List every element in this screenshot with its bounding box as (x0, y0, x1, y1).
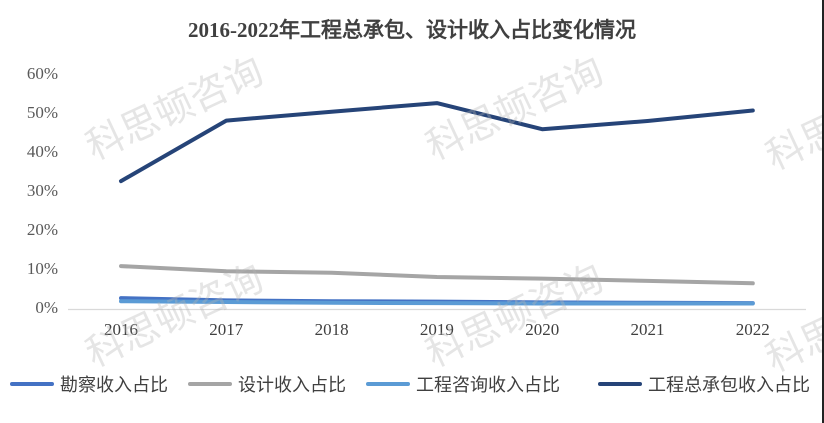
legend-swatch-icon (598, 382, 642, 386)
x-tick-label: 2016 (104, 320, 138, 339)
x-tick-label: 2017 (209, 320, 244, 339)
y-tick-label: 40% (26, 142, 58, 161)
y-tick-label: 50% (26, 103, 58, 122)
series-line-3 (119, 101, 755, 184)
legend-label: 设计收入占比 (238, 375, 346, 395)
series-line-2 (119, 299, 755, 306)
right-border (822, 0, 824, 423)
y-tick-label: 30% (26, 181, 58, 200)
legend-item: 工程咨询收入占比 (366, 372, 560, 396)
y-tick-label: 60% (26, 64, 58, 83)
legend-label: 工程咨询收入占比 (416, 375, 560, 395)
x-tick-label: 2022 (735, 320, 770, 339)
y-tick-label: 10% (26, 259, 58, 278)
y-tick-label: 20% (26, 220, 58, 239)
x-tick-label: 2020 (525, 320, 560, 339)
x-tick-label: 2021 (630, 320, 665, 339)
legend-item: 工程总承包收入占比 (598, 372, 810, 396)
legend-swatch-icon (10, 382, 54, 386)
legend-label: 工程总承包收入占比 (648, 375, 810, 395)
chart-title: 2016-2022年工程总承包、设计收入占比变化情况 (188, 18, 636, 42)
x-tick-label: 2019 (419, 320, 454, 339)
x-tick-label: 2018 (314, 320, 349, 339)
legend-item: 勘察收入占比 (10, 372, 168, 396)
legend-label: 勘察收入占比 (60, 375, 168, 395)
y-tick-label: 0% (35, 298, 58, 317)
legend: 勘察收入占比 设计收入占比 工程咨询收入占比 工程总承包收入占比 (0, 372, 824, 396)
legend-item: 设计收入占比 (188, 372, 346, 396)
legend-swatch-icon (188, 382, 232, 386)
series-line-1 (119, 264, 755, 286)
legend-swatch-icon (366, 382, 410, 386)
